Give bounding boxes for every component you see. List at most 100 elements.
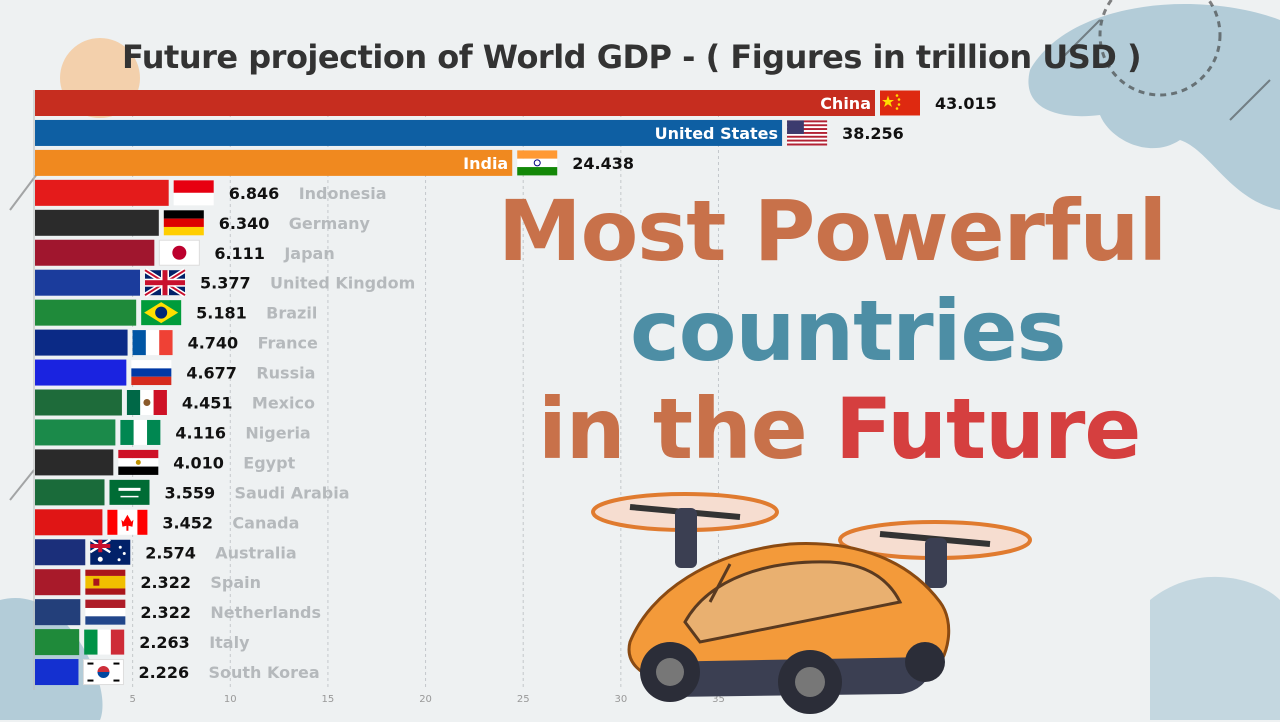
value-label: 2.322 [140, 573, 191, 592]
bar-row: India 24.438 [35, 149, 634, 176]
country-name-label: Saudi Arabia [235, 483, 350, 502]
flag-in-icon [517, 150, 558, 176]
flag-it-icon [84, 629, 125, 655]
value-label: 4.451 [182, 394, 233, 413]
bar-row: 4.677 Russia [35, 359, 315, 386]
country-name-label: United Kingdom [270, 274, 415, 293]
bar [35, 629, 80, 656]
headline-line-3-part-a: in the [538, 380, 836, 478]
bar [35, 90, 875, 116]
bar [35, 209, 159, 236]
x-tick-label: 30 [614, 694, 627, 705]
bar [35, 299, 137, 326]
bar-country-label: China [820, 94, 871, 113]
flag-sa-icon [109, 479, 150, 505]
value-label: 4.740 [188, 334, 239, 353]
bar-row: 5.377 United Kingdom [35, 268, 415, 298]
bar-row: 5.181 Brazil [35, 299, 317, 326]
bar-row: 4.010 Egypt [35, 449, 296, 476]
headline-line-1: Most Powerful [498, 182, 1167, 280]
headline-line-2: countries [630, 282, 1066, 380]
bar [35, 359, 127, 386]
bar [35, 149, 513, 176]
country-name-label: Mexico [252, 394, 315, 413]
value-label: 6.111 [214, 244, 265, 263]
flag-au-icon [89, 538, 131, 565]
value-label: 6.846 [229, 184, 280, 203]
value-label: 2.574 [145, 543, 196, 562]
flag-nl-icon [85, 599, 126, 625]
x-tick-label: 20 [419, 694, 432, 705]
bar-row: 2.226 South Korea [35, 659, 320, 686]
bar-row: 4.116 Nigeria [35, 419, 311, 446]
bar-row: 2.574 Australia [35, 538, 297, 566]
flag-ca-icon [107, 509, 148, 535]
country-name-label: Indonesia [299, 184, 387, 203]
flag-br-icon [141, 300, 182, 326]
bar [35, 539, 86, 566]
value-label: 3.559 [165, 483, 216, 502]
value-label: 4.116 [175, 423, 226, 442]
flag-de-icon [163, 210, 204, 236]
country-name-label: Brazil [266, 304, 317, 323]
bar [35, 329, 128, 356]
country-name-label: Canada [232, 513, 299, 532]
flag-cn-icon [880, 90, 920, 116]
bar-row: China 43.015 [35, 90, 997, 116]
country-name-label: Australia [215, 543, 296, 562]
x-tick-label: 25 [517, 694, 530, 705]
flag-ng-icon [120, 419, 161, 445]
bar [35, 659, 79, 686]
bar [35, 269, 141, 296]
country-name-label: France [258, 334, 318, 353]
bar [35, 449, 114, 476]
country-name-label: Spain [210, 573, 261, 592]
flag-jp-icon [158, 239, 200, 266]
country-name-label: Russia [256, 364, 315, 383]
flag-us-icon [787, 120, 828, 146]
bar-row: 6.846 Indonesia [35, 179, 387, 206]
country-name-label: South Korea [208, 663, 319, 682]
value-label: 4.677 [186, 364, 237, 383]
x-tick-label: 35 [712, 694, 725, 705]
bar-country-label: United States [655, 124, 778, 143]
flag-gb-icon [143, 268, 187, 298]
x-tick-label: 10 [224, 694, 237, 705]
value-label: 2.226 [138, 663, 189, 682]
bar-row: 4.740 France [35, 329, 318, 356]
bar [35, 119, 783, 146]
flag-kr-icon [82, 659, 124, 686]
bar-row: 2.322 Spain [35, 569, 261, 596]
flag-mx-icon [126, 390, 167, 415]
country-name-label: Egypt [243, 453, 295, 472]
value-label: 43.015 [935, 94, 997, 113]
flag-fr-icon [132, 330, 173, 356]
flag-id-icon [173, 180, 214, 206]
bar-row: 2.263 Italy [35, 629, 250, 656]
bar [35, 479, 105, 506]
bar-row: 3.452 Canada [35, 509, 299, 536]
bar-row: 6.111 Japan [35, 239, 335, 266]
country-name-label: Netherlands [210, 603, 321, 622]
bar [35, 239, 155, 266]
bar [35, 569, 81, 596]
headline-line-3: in the Future [538, 380, 1141, 478]
flag-eg-icon [118, 449, 159, 475]
x-tick-label: 5 [129, 694, 135, 705]
bar [35, 599, 81, 626]
value-label: 5.377 [200, 274, 251, 293]
value-label: 2.263 [139, 633, 190, 652]
bar-country-label: India [463, 154, 508, 173]
country-name-label: Germany [289, 214, 371, 233]
bar [35, 419, 116, 446]
country-name-label: Nigeria [245, 423, 310, 442]
bar [35, 509, 103, 536]
flag-ru-icon [131, 360, 172, 386]
value-label: 2.322 [140, 603, 191, 622]
value-label: 6.340 [219, 214, 270, 233]
headline-line-3-part-b: Future [835, 380, 1141, 478]
country-name-label: Japan [283, 244, 334, 263]
bar-row: 2.322 Netherlands [35, 599, 321, 626]
bar-row: 3.559 Saudi Arabia [35, 479, 350, 506]
